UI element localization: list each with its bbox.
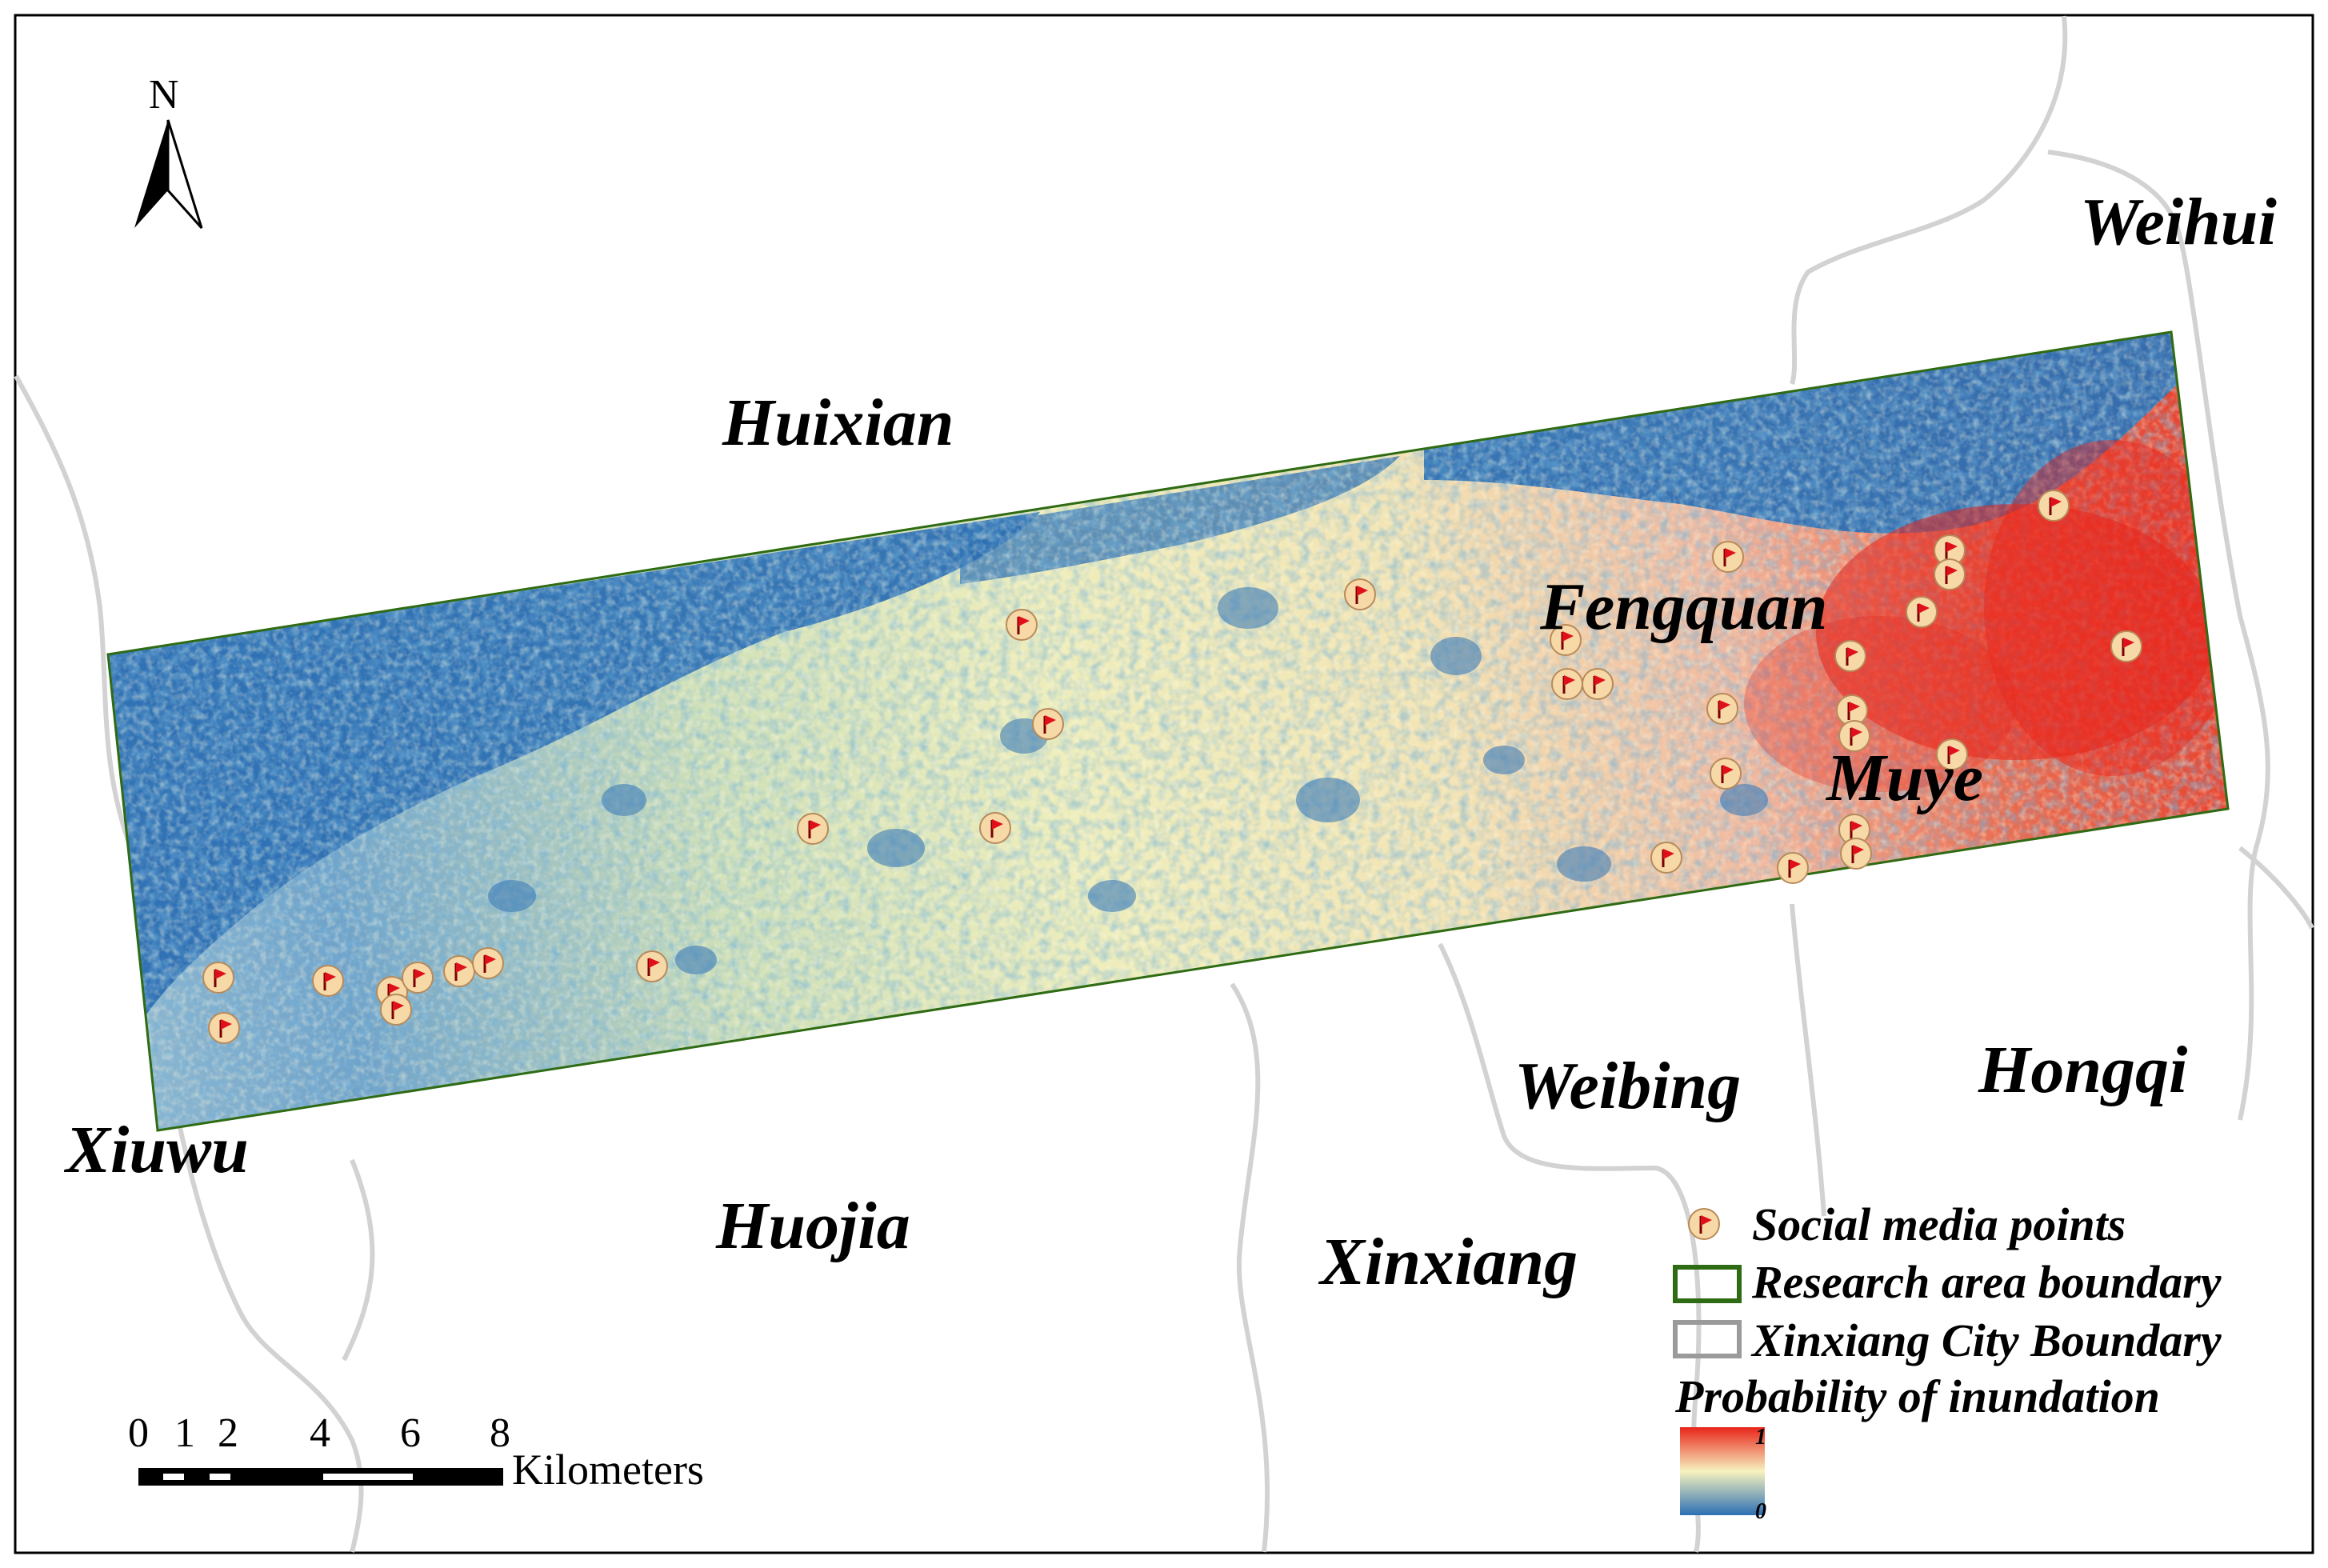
scale-tick-1: 1 [174, 1410, 195, 1456]
marker [379, 993, 413, 1026]
scale-tick-2: 2 [218, 1410, 238, 1456]
legend-research-swatch [1673, 1265, 1742, 1303]
marker [1706, 692, 1739, 726]
scale-tick-4: 4 [310, 1410, 330, 1456]
legend-color-ramp [1680, 1427, 1765, 1515]
marker [442, 954, 476, 988]
marker [1650, 841, 1683, 874]
scale-tick-6: 6 [400, 1410, 421, 1456]
place-label-xiuwu: Xiuwu [63, 1113, 249, 1187]
place-label-huojia: Huojia [715, 1189, 910, 1263]
legend-city-boundary: Xinxiang City Boundary [1750, 1314, 2222, 1366]
marker [1711, 540, 1745, 574]
north-letter: N [149, 72, 179, 118]
marker [978, 811, 1012, 845]
legend-ramp-max: 1 [1755, 1425, 1766, 1450]
place-label-huixian: Huixian [722, 386, 954, 460]
marker [207, 1011, 241, 1045]
marker [202, 961, 235, 994]
scale-unit: Kilometers [512, 1446, 704, 1494]
scale-bar: 0 1 2 4 6 8 Kilometers [128, 1410, 704, 1494]
marker [1709, 757, 1742, 790]
marker [1776, 851, 1810, 885]
marker [2037, 489, 2070, 522]
legend-ramp-min: 0 [1755, 1499, 1766, 1524]
scale-tick-0: 0 [128, 1410, 149, 1456]
place-label-weihui: Weihui [2080, 185, 2277, 259]
place-label-xinxiang: Xinxiang [1318, 1225, 1578, 1299]
marker [2110, 630, 2143, 663]
marker [796, 812, 830, 846]
place-label-weibing: Weibing [1514, 1049, 1741, 1123]
marker [1581, 667, 1614, 701]
marker [1839, 837, 1873, 870]
marker [1933, 558, 1966, 591]
marker [1834, 639, 1867, 673]
marker [1905, 595, 1938, 629]
marker [1005, 608, 1038, 642]
north-arrow: N [134, 72, 203, 229]
marker [635, 950, 669, 983]
legend-social-media: Social media points [1752, 1198, 2126, 1250]
marker [471, 946, 505, 980]
place-label-fengquan: Fengquan [1539, 570, 1827, 644]
legend-research-boundary: Research area boundary [1751, 1256, 2222, 1308]
scale-tick-8: 8 [490, 1410, 510, 1456]
legend-city-swatch [1673, 1320, 1742, 1358]
legend-marker-icon [1687, 1207, 1721, 1241]
marker [1031, 707, 1065, 741]
research-area-boundary [106, 330, 2230, 1132]
marker [401, 961, 434, 994]
legend: Social media points Research area bounda… [1673, 1198, 2222, 1524]
legend-probability-title: Probability of inundation [1674, 1370, 2160, 1422]
marker [1343, 578, 1377, 611]
marker [311, 964, 345, 998]
marker [1550, 667, 1584, 701]
place-label-hongqi: Hongqi [1978, 1033, 2187, 1107]
place-label-muye: Muye [1825, 741, 1983, 815]
